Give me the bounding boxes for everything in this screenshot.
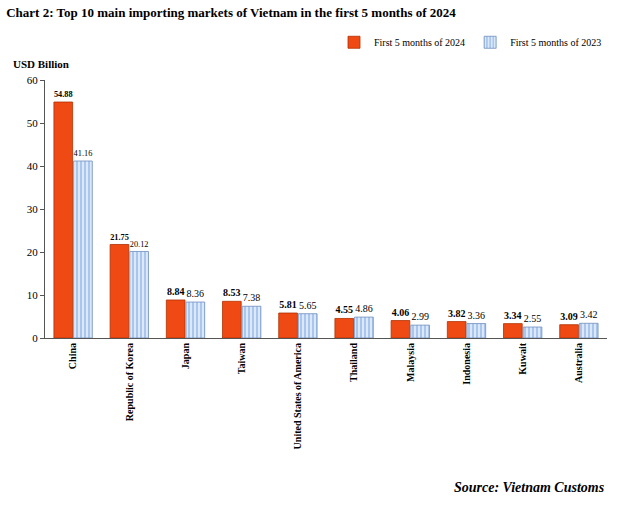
svg-text:10: 10: [27, 289, 39, 301]
svg-text:5.65: 5.65: [299, 300, 317, 311]
svg-text:8.53: 8.53: [223, 287, 241, 298]
svg-text:3.34: 3.34: [504, 310, 522, 321]
svg-text:Republic of Korea: Republic of Korea: [124, 343, 135, 421]
svg-text:3.82: 3.82: [448, 308, 466, 319]
svg-text:4.86: 4.86: [355, 303, 373, 314]
svg-text:Taiwan: Taiwan: [236, 343, 247, 375]
svg-text:Chart 2: Top 10 main importing: Chart 2: Top 10 main importing markets o…: [6, 5, 456, 20]
svg-text:50: 50: [27, 117, 39, 129]
svg-text:USD Billion: USD Billion: [13, 58, 69, 70]
svg-text:First 5 months of 2024: First 5 months of 2024: [374, 37, 465, 48]
svg-text:2.55: 2.55: [524, 313, 542, 324]
svg-text:United States of America: United States of America: [292, 343, 303, 449]
svg-text:2.99: 2.99: [411, 311, 429, 322]
svg-text:China: China: [67, 343, 78, 369]
svg-text:4.55: 4.55: [336, 304, 354, 315]
svg-text:54.88: 54.88: [54, 90, 73, 99]
svg-text:Thailand: Thailand: [348, 343, 359, 382]
svg-text:21.75: 21.75: [110, 233, 129, 242]
svg-text:3.42: 3.42: [580, 309, 598, 320]
svg-text:8.36: 8.36: [187, 288, 205, 299]
svg-text:30: 30: [27, 203, 39, 215]
svg-text:3.09: 3.09: [560, 311, 578, 322]
svg-text:8.84: 8.84: [167, 286, 185, 297]
svg-text:41.16: 41.16: [74, 149, 93, 158]
svg-text:20.12: 20.12: [130, 240, 149, 249]
svg-text:Japan: Japan: [180, 343, 191, 370]
svg-text:60: 60: [27, 74, 39, 86]
svg-text:40: 40: [27, 160, 39, 172]
svg-text:0: 0: [32, 332, 38, 344]
svg-text:Source: Vietnam Customs: Source: Vietnam Customs: [454, 480, 605, 495]
svg-text:Kuwait: Kuwait: [517, 342, 528, 374]
svg-text:Indonesia: Indonesia: [461, 343, 472, 385]
svg-text:First 5 months of 2023: First 5 months of 2023: [510, 37, 601, 48]
svg-text:3.36: 3.36: [468, 310, 486, 321]
svg-text:7.38: 7.38: [243, 292, 261, 303]
svg-text:Malaysia: Malaysia: [405, 343, 416, 382]
svg-text:4.06: 4.06: [392, 307, 410, 318]
svg-text:20: 20: [27, 246, 39, 258]
svg-text:Australia: Australia: [573, 343, 584, 383]
svg-text:5.81: 5.81: [279, 299, 297, 310]
